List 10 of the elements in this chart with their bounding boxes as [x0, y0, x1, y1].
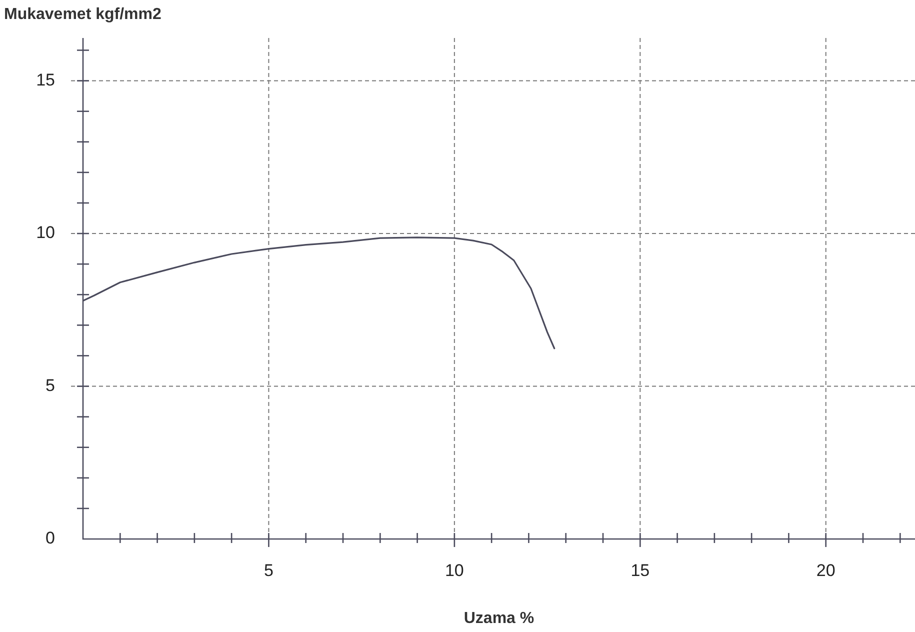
- x-tick-label: 10: [444, 560, 464, 580]
- y-tick-label: 10: [36, 223, 55, 242]
- y-tick-label: 15: [36, 70, 55, 90]
- y-axis-title: Mukavemet kgf/mm2: [4, 6, 162, 24]
- y-tick-label: 0: [46, 528, 55, 548]
- x-axis-title: Uzama %: [464, 610, 534, 627]
- x-tick-label: 5: [264, 560, 274, 580]
- x-tick-label: 20: [816, 560, 836, 580]
- y-tick-label: 5: [46, 376, 55, 395]
- x-tick-label: 15: [630, 560, 650, 580]
